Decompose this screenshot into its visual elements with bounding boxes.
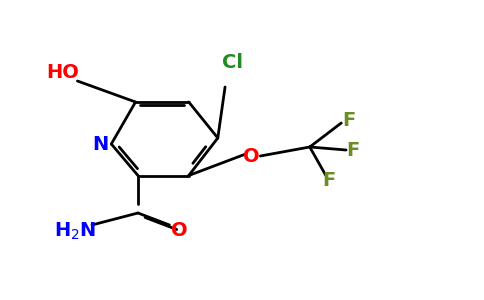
Text: F: F [342,110,355,130]
Text: F: F [322,170,336,190]
Text: Cl: Cl [222,53,243,73]
Text: O: O [243,146,260,166]
Text: F: F [347,140,360,160]
Text: H$_2$N: H$_2$N [54,220,96,242]
Text: HO: HO [46,62,79,82]
Text: O: O [171,221,187,241]
Text: N: N [92,134,109,154]
